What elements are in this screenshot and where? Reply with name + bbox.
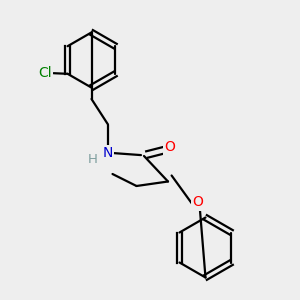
Text: O: O xyxy=(164,140,175,154)
Text: H: H xyxy=(88,153,97,166)
Text: N: N xyxy=(103,146,113,160)
Text: O: O xyxy=(193,196,203,209)
Text: Cl: Cl xyxy=(38,66,52,80)
